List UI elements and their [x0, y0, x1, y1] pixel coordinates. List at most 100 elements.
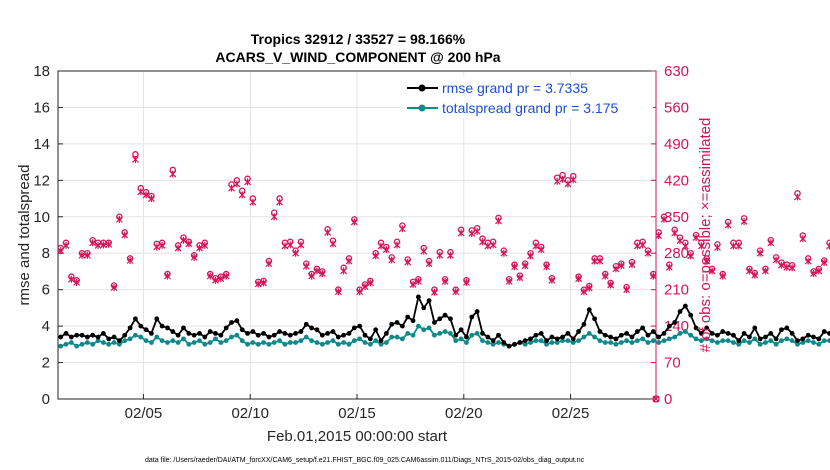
obs-assimilated-point — [169, 170, 177, 178]
totalspread-point — [480, 338, 485, 344]
totalspread-point — [319, 341, 325, 347]
obs-assimilated-point — [559, 175, 566, 183]
totalspread-point — [747, 340, 752, 345]
rmse-point — [63, 331, 69, 336]
y-tick-label: 6 — [42, 282, 50, 299]
totalspread-point — [816, 341, 822, 347]
rmse-point — [319, 332, 325, 338]
rmse-point — [538, 331, 544, 336]
rmse-point — [624, 331, 630, 336]
rmse-point — [250, 329, 256, 334]
totalspread-point — [763, 340, 768, 345]
totalspread-point — [255, 341, 261, 347]
totalspread-point — [191, 340, 197, 345]
totalspread-point — [309, 338, 315, 344]
obs-possible-point — [652, 395, 660, 403]
rmse-point — [448, 316, 453, 322]
totalspread-point — [693, 336, 699, 342]
x-tick-label: 02/25 — [552, 405, 590, 422]
obs-assimilated-point — [105, 240, 113, 248]
rmse-point — [827, 331, 830, 336]
rmse-point — [752, 325, 758, 331]
rmse-point — [821, 329, 827, 334]
obs-assimilated-point — [164, 272, 171, 280]
obs-assimilated-point — [585, 284, 593, 292]
obs-assimilated-point — [537, 246, 545, 254]
rmse-point — [405, 314, 411, 320]
obs-assimilated-point — [324, 228, 332, 236]
totalspread-point — [90, 341, 96, 347]
totalspread-point — [688, 332, 694, 338]
totalspread-point — [127, 336, 133, 342]
rmse-point — [517, 340, 523, 345]
rmse-point — [608, 334, 614, 340]
rmse-point — [592, 316, 597, 322]
rmse-point — [709, 331, 715, 336]
obs-possible-markers — [57, 151, 830, 403]
rmse-point — [645, 332, 651, 338]
rmse-point — [779, 327, 784, 333]
rmse-point — [335, 334, 341, 340]
legend-rmse-marker — [418, 84, 426, 92]
totalspread-point — [704, 336, 710, 342]
rmse-point — [79, 332, 85, 338]
totalspread-point — [698, 338, 704, 344]
totalspread-point — [335, 341, 341, 347]
obs-assimilated-point — [281, 242, 289, 250]
obs-assimilated-point — [681, 242, 689, 250]
totalspread-point — [68, 340, 74, 345]
rmse-point — [533, 332, 539, 338]
obs-assimilated-point — [762, 267, 769, 275]
totalspread-point — [538, 338, 544, 344]
totalspread-point — [682, 329, 688, 334]
totalspread-point — [245, 341, 250, 347]
obs-assimilated-point — [601, 272, 609, 280]
totalspread-point — [416, 323, 421, 329]
obs-assimilated-point — [735, 242, 743, 250]
rmse-point — [618, 332, 624, 338]
obs-assimilated-point — [302, 262, 310, 270]
totalspread-point — [544, 341, 549, 347]
obs-assimilated-point — [724, 221, 732, 229]
rmse-point — [698, 331, 704, 336]
totalspread-point — [399, 336, 405, 342]
obs-assimilated-point — [516, 274, 524, 282]
rmse-point — [133, 316, 138, 322]
obs-assimilated-point — [815, 267, 823, 275]
y-right-tick-label: 280 — [664, 245, 689, 262]
obs-assimilated-point — [131, 156, 139, 164]
chart-subtitle: ACARS_V_WIND_COMPONENT @ 200 hPa — [215, 49, 500, 65]
totalspread-point — [362, 340, 368, 345]
rmse-point — [351, 325, 357, 331]
totalspread-point — [576, 338, 581, 344]
totalspread-point — [448, 331, 453, 336]
obs-assimilated-point — [799, 235, 807, 243]
totalspread-point — [293, 340, 298, 345]
y-right-tick-label: 210 — [664, 282, 689, 299]
rmse-point — [95, 334, 101, 340]
totalspread-point — [789, 338, 795, 344]
totalspread-point — [677, 331, 683, 336]
rmse-point — [490, 338, 496, 344]
rmse-point — [757, 336, 763, 342]
y-tick-label: 14 — [33, 136, 50, 153]
rmse-point — [613, 336, 619, 342]
obs-assimilated-point — [639, 241, 647, 249]
obs-assimilated-point — [794, 193, 801, 201]
rmse-point — [485, 334, 491, 340]
totalspread-point — [821, 338, 827, 344]
obs-assimilated-point — [217, 275, 225, 283]
totalspread-point — [223, 338, 229, 344]
obs-assimilated-stroke — [652, 395, 660, 403]
obs-assimilated-point — [83, 251, 91, 259]
rmse-point — [570, 336, 576, 342]
rmse-point — [389, 321, 395, 327]
obs-assimilated-point — [511, 263, 518, 271]
chart-title: Tropics 32912 / 33527 = 98.166% — [251, 31, 466, 47]
totalspread-point — [373, 338, 379, 344]
rmse-point — [394, 320, 400, 325]
obs-assimilated-point — [356, 288, 364, 296]
obs-assimilated-point — [297, 241, 305, 249]
obs-assimilated-point — [115, 215, 123, 223]
